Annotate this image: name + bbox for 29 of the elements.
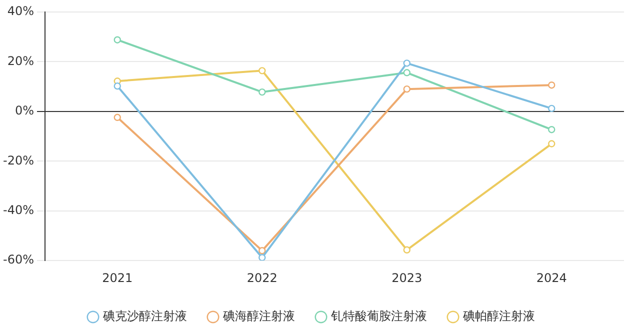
point [548, 126, 556, 134]
x-tick-label: 2023 [392, 270, 422, 285]
y-tick-label: -60% [2, 252, 34, 267]
point [403, 60, 410, 67]
y-tick-label: -40% [2, 203, 34, 218]
point [114, 36, 121, 44]
legend-label: 碘帕醇注射液 [462, 309, 535, 324]
point [548, 81, 556, 89]
y-tick-label: 0% [14, 104, 34, 118]
point [548, 140, 556, 148]
y-tick-label: -20% [2, 153, 34, 168]
point [403, 69, 410, 76]
point [258, 254, 266, 261]
legend-label: 碘克沙醇注射液 [102, 309, 187, 324]
legend-label: 钆特酸葡胺注射液 [330, 309, 427, 324]
x-tick-label: 2022 [246, 270, 278, 285]
point [114, 82, 121, 90]
y-tick-label: 40% [7, 4, 34, 18]
x-tick-label: 2021 [102, 270, 133, 285]
point [548, 104, 556, 112]
x-tick-label: 2024 [536, 270, 567, 285]
point [114, 114, 121, 122]
y-tick-label: 20% [7, 54, 34, 68]
point [258, 247, 266, 254]
point [258, 67, 266, 74]
point [403, 246, 410, 254]
legend-label: 碘海醇注射液 [222, 309, 295, 324]
point [258, 88, 266, 96]
point [403, 85, 410, 93]
